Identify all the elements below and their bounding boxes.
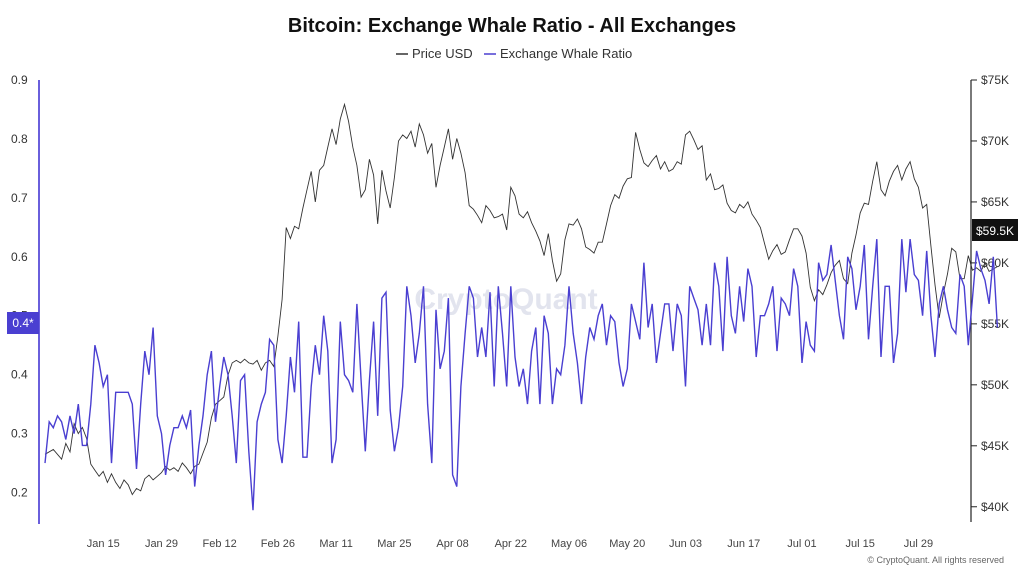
legend: Price USD Exchange Whale Ratio bbox=[396, 46, 632, 61]
y-left-tick-label: 0.2 bbox=[11, 486, 28, 500]
legend-label-ratio: Exchange Whale Ratio bbox=[500, 46, 632, 61]
x-tick-label: Jul 01 bbox=[787, 538, 816, 550]
y-right-tick-label: $40K bbox=[981, 500, 1009, 514]
current-price-badge-bg bbox=[972, 219, 1018, 241]
right-axis-ticks: $75K $70K $65K $60K $55K $50K $45K $40K bbox=[971, 73, 1009, 514]
current-price-badge: $59.5K bbox=[972, 219, 1018, 241]
y-left-tick-label: 0.6 bbox=[11, 250, 28, 264]
y-right-tick-label: $55K bbox=[981, 317, 1009, 331]
x-tick-label: Jun 17 bbox=[727, 538, 760, 550]
x-tick-label: May 06 bbox=[551, 538, 587, 550]
y-left-tick-label: 0.3 bbox=[11, 427, 28, 441]
y-right-tick-label: $65K bbox=[981, 195, 1009, 209]
y-left-tick-label: 0.7 bbox=[11, 191, 28, 205]
x-tick-label: Jul 29 bbox=[904, 538, 933, 550]
x-tick-label: Jan 15 bbox=[87, 538, 120, 550]
y-right-tick-label: $60K bbox=[981, 256, 1009, 270]
current-ratio-badge-label: 0.4* bbox=[12, 316, 34, 330]
y-left-tick-label: 0.8 bbox=[11, 132, 28, 146]
y-left-tick-label: 0.4 bbox=[11, 368, 28, 382]
exchange-whale-ratio-line bbox=[44, 239, 999, 511]
current-ratio-badge-bg bbox=[7, 312, 39, 334]
y-right-tick-label: $45K bbox=[981, 439, 1009, 453]
x-tick-label: May 20 bbox=[609, 538, 645, 550]
legend-label-price: Price USD bbox=[412, 46, 473, 61]
x-tick-label: Jan 29 bbox=[145, 538, 178, 550]
x-tick-label: Jul 15 bbox=[846, 538, 875, 550]
y-left-tick-label: 0.9 bbox=[11, 73, 28, 87]
x-tick-label: Jun 03 bbox=[669, 538, 702, 550]
x-tick-label: Feb 26 bbox=[261, 538, 295, 550]
current-ratio-badge: 0.4* bbox=[7, 312, 39, 334]
y-right-tick-label: $75K bbox=[981, 73, 1009, 87]
price-usd-line bbox=[44, 102, 998, 496]
x-tick-label: Mar 11 bbox=[319, 538, 352, 550]
x-tick-label: Apr 08 bbox=[436, 538, 468, 550]
x-axis-ticks: Jan 15 Jan 29 Feb 12 Feb 26 Mar 11 Mar 25 Apr … bbox=[87, 538, 933, 550]
left-axis-ticks: 0.90.80.70.60.50.40.30.2 bbox=[11, 73, 28, 500]
current-price-badge-label: $59.5K bbox=[976, 224, 1014, 238]
x-tick-label: Feb 12 bbox=[203, 538, 237, 550]
y-right-tick-label: $50K bbox=[981, 378, 1009, 392]
x-tick-label: Apr 22 bbox=[495, 538, 527, 550]
y-right-tick-label: $70K bbox=[981, 134, 1009, 148]
chart-title: Bitcoin: Exchange Whale Ratio - All Exch… bbox=[288, 15, 736, 37]
copyright: © CryptoQuant. All rights reserved bbox=[867, 555, 1004, 565]
x-tick-label: Mar 25 bbox=[377, 538, 411, 550]
